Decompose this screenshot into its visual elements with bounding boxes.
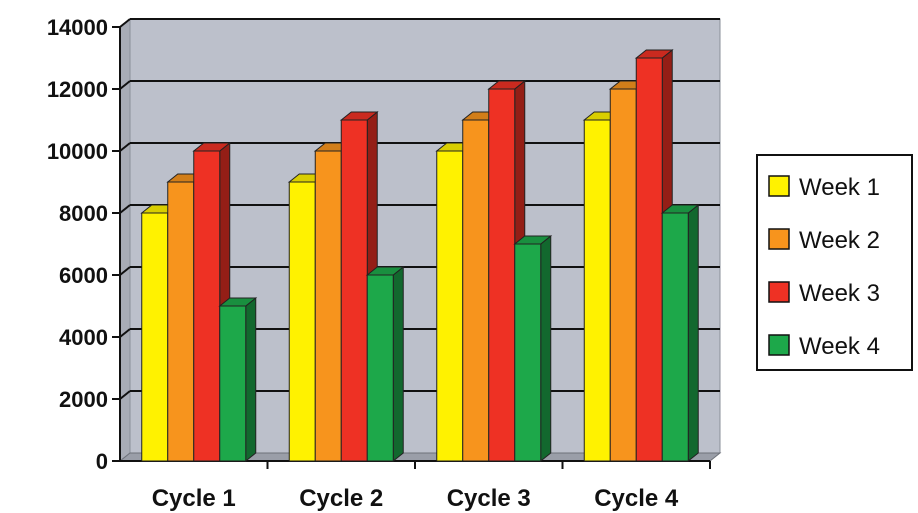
bar-front <box>436 150 464 462</box>
gridline-side <box>119 266 131 276</box>
bar <box>513 234 553 463</box>
bar-side <box>245 296 257 463</box>
bar <box>487 79 527 463</box>
y-tick-label: 10000 <box>47 139 108 164</box>
y-tick-label: 6000 <box>59 263 108 288</box>
legend-swatch <box>768 228 790 250</box>
legend-swatch <box>768 334 790 356</box>
legend-label: Week 1 <box>799 174 880 201</box>
gridline-side <box>119 204 131 214</box>
x-axis-categories: Cycle 1 Cycle 2 Cycle 3 Cycle 4 <box>152 485 679 512</box>
bar-front <box>288 181 316 462</box>
legend-label: Week 4 <box>799 333 880 360</box>
bar-side <box>540 234 552 463</box>
y-tick-label: 12000 <box>47 77 108 102</box>
bar-front <box>661 212 689 462</box>
y-tick-label: 2000 <box>59 387 108 412</box>
bar-front <box>141 212 169 462</box>
legend-swatch <box>768 175 790 197</box>
legend-label: Week 2 <box>799 227 880 254</box>
gridline-side <box>119 142 131 152</box>
bar-front <box>462 119 490 462</box>
bar-front <box>609 88 637 462</box>
gridline-side <box>119 80 131 90</box>
bar-front <box>314 150 342 462</box>
bar <box>218 296 258 463</box>
y-axis-ticks: 0 2000 4000 6000 8000 10000 12000 14000 <box>47 15 108 474</box>
legend-label: Week 3 <box>799 280 880 307</box>
y-tick-label: 0 <box>96 449 108 474</box>
bar <box>365 265 405 463</box>
gridline-side <box>119 18 131 28</box>
y-tick-label: 4000 <box>59 325 108 350</box>
bar-front <box>193 150 221 462</box>
bar-front <box>583 119 611 462</box>
bar-front <box>635 57 663 462</box>
legend: Week 1 Week 2 Week 3 Week 4 <box>756 154 913 371</box>
bar-front <box>488 88 516 462</box>
bar-front <box>340 119 368 462</box>
bar-side <box>687 203 699 463</box>
bar-side <box>392 265 404 463</box>
bar-front <box>219 305 247 462</box>
x-category-label: Cycle 4 <box>594 485 679 512</box>
bar <box>660 203 700 463</box>
bar-front <box>514 243 542 462</box>
gridline-side <box>119 390 131 400</box>
gridline-side <box>119 328 131 338</box>
y-tick-label: 14000 <box>47 15 108 40</box>
bars <box>140 48 700 463</box>
legend-swatch <box>768 281 790 303</box>
x-category-label: Cycle 1 <box>152 485 236 512</box>
y-tick-label: 8000 <box>59 201 108 226</box>
bar-front <box>167 181 195 462</box>
x-category-label: Cycle 2 <box>299 485 383 512</box>
bar-front <box>366 274 394 462</box>
x-category-label: Cycle 3 <box>447 485 531 512</box>
